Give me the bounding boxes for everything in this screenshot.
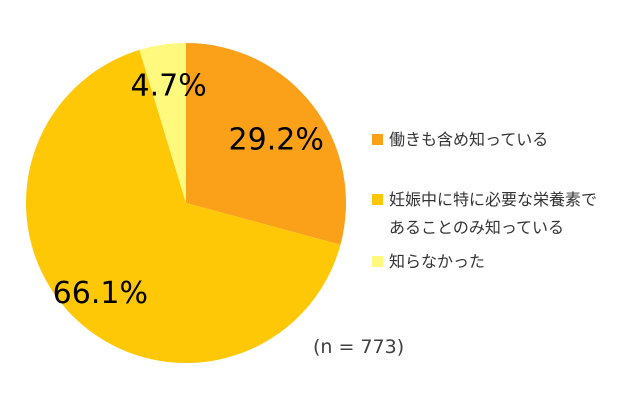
legend-label: 働きも含め知っている	[389, 130, 549, 149]
legend-item: 働きも含め知っている	[372, 126, 632, 154]
pie-value-label-0: 29.2%	[229, 122, 324, 157]
legend-swatch-orange	[372, 134, 383, 145]
legend-swatch-pale-yellow	[372, 256, 383, 267]
pie-slice-0	[186, 43, 346, 245]
pie-slice-2	[139, 43, 186, 203]
pie-value-label-2: 4.7%	[130, 68, 206, 103]
legend-swatch-gold	[372, 194, 383, 205]
legend: 働きも含め知っている 妊娠中に特に必要な栄養素であることのみ知っている 知らなか…	[372, 126, 632, 276]
pie-slice-1	[25, 49, 341, 364]
pie-value-label-1: 66.1%	[53, 276, 148, 311]
legend-label: 妊娠中に特に必要な栄養素であることのみ知っている	[389, 190, 598, 237]
legend-item: 妊娠中に特に必要な栄養素であることのみ知っている	[372, 186, 632, 242]
legend-label: 知らなかった	[389, 252, 486, 271]
legend-item: 知らなかった	[372, 248, 632, 276]
sample-size-label: (n = 773)	[313, 336, 405, 358]
